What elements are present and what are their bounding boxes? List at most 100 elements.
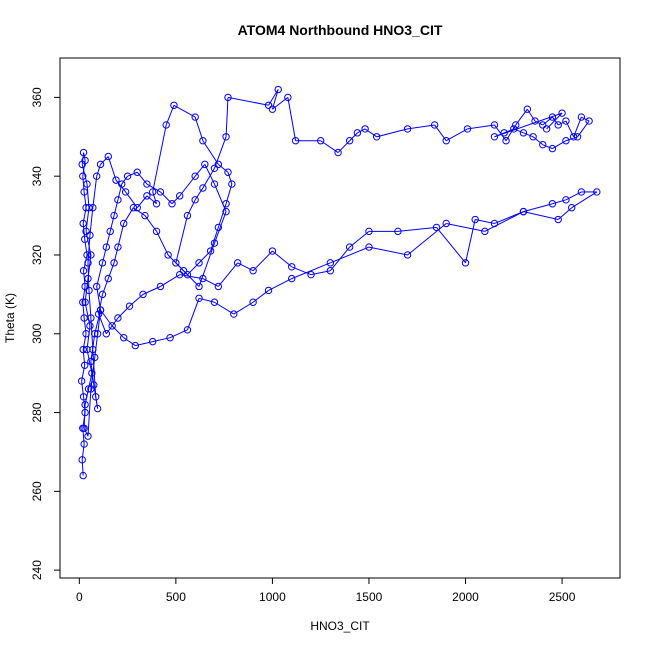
data-point <box>170 101 178 109</box>
data-point <box>365 227 373 236</box>
series-segment <box>202 140 219 165</box>
data-point <box>168 200 176 208</box>
series-segment <box>156 231 169 256</box>
data-point <box>81 400 89 409</box>
series-segment <box>113 199 119 216</box>
series-segment <box>436 227 466 264</box>
series-segment <box>82 223 86 240</box>
data-point <box>86 231 94 239</box>
series-segment <box>187 262 200 276</box>
y-axis-label: Theta (K) <box>3 293 17 343</box>
data-point <box>83 180 91 188</box>
data-point <box>79 345 87 354</box>
data-point <box>183 270 192 279</box>
series-segment <box>87 388 92 437</box>
data-point <box>548 144 557 153</box>
series-segment <box>111 325 125 339</box>
data-point <box>214 223 223 232</box>
data-point <box>334 148 342 157</box>
series-segment <box>494 112 563 138</box>
data-point <box>222 207 230 216</box>
series-segment <box>96 164 102 177</box>
data-point <box>92 393 100 401</box>
data-point <box>112 176 120 184</box>
data-point <box>490 133 499 141</box>
series-segment <box>81 443 85 460</box>
x-tick-label: 1500 <box>356 590 383 604</box>
series-segment <box>552 116 559 126</box>
data-point <box>106 227 114 236</box>
series-segment <box>202 168 215 189</box>
data-point <box>210 180 219 188</box>
data-point <box>195 259 203 267</box>
data-point <box>558 109 566 117</box>
series-segment <box>357 128 366 134</box>
data-point <box>118 180 126 188</box>
data-point <box>88 369 96 377</box>
data-point <box>519 129 528 137</box>
data-point <box>214 282 223 291</box>
data-point <box>523 105 532 113</box>
series-segment <box>92 349 97 397</box>
data-point <box>593 188 601 196</box>
data-point <box>91 330 99 338</box>
data-point <box>365 243 373 251</box>
data-point <box>162 121 170 129</box>
y-tick-label: 260 <box>30 481 44 501</box>
series-segment <box>523 132 534 138</box>
series-segment <box>198 250 211 264</box>
series-segment <box>214 211 227 244</box>
data-point <box>102 243 111 251</box>
series-segment <box>291 262 331 280</box>
series-segment <box>465 219 476 263</box>
data-point <box>585 117 593 125</box>
data-point <box>548 113 557 121</box>
data-point <box>114 314 122 322</box>
data-point <box>82 330 90 338</box>
data-point <box>120 219 128 228</box>
series-segment <box>117 223 125 248</box>
data-point <box>249 298 257 306</box>
data-point <box>542 125 551 133</box>
series-segment <box>194 187 204 201</box>
series-segment <box>86 184 90 208</box>
series-segment <box>82 333 87 350</box>
series-segment <box>121 175 128 185</box>
data-point <box>104 152 112 161</box>
data-point <box>176 270 184 279</box>
series-segment <box>109 215 115 232</box>
series-segment <box>194 116 204 141</box>
series-segment <box>84 239 88 256</box>
data-point <box>210 239 219 247</box>
data-point <box>539 121 547 129</box>
series-segment <box>552 199 567 205</box>
data-point <box>264 286 273 295</box>
data-point <box>222 200 230 208</box>
data-point <box>148 337 157 346</box>
data-point <box>80 424 88 433</box>
data-point <box>81 361 89 369</box>
data-point <box>133 203 141 212</box>
data-point <box>206 247 215 255</box>
data-point <box>133 168 141 176</box>
y-axis: 240 260 280 300 320 340 360 <box>30 87 61 580</box>
x-axis-label: HNO3_CIT <box>310 619 370 633</box>
data-point <box>562 137 570 145</box>
series-segment <box>445 128 468 142</box>
y-tick-label: 280 <box>30 402 44 422</box>
series-segment <box>88 290 92 319</box>
data-point <box>80 440 88 448</box>
y-tick-label: 320 <box>30 245 44 265</box>
data-point <box>539 140 547 149</box>
series-segment <box>233 301 254 315</box>
series-segment <box>523 211 559 221</box>
data-point <box>148 188 157 196</box>
data-point <box>490 219 499 228</box>
series-segment <box>83 404 86 429</box>
data-point <box>224 93 232 102</box>
series-segment <box>117 305 130 319</box>
x-tick-label: 500 <box>166 590 186 604</box>
data-point <box>143 180 151 188</box>
series-segment <box>214 136 227 169</box>
